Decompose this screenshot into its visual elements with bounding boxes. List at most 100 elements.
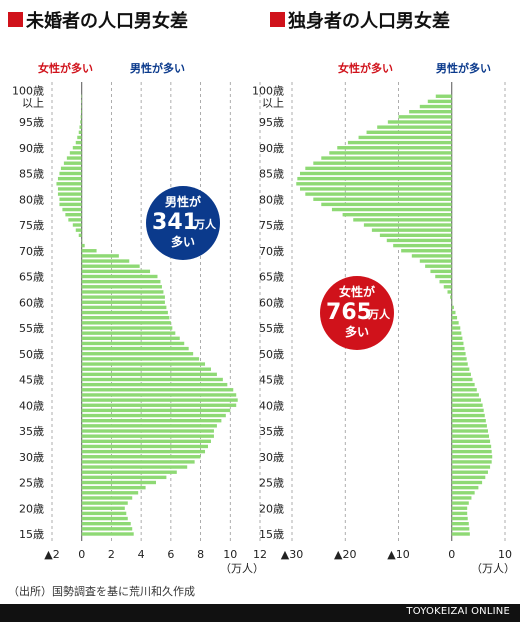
y-tick-label: 15歳 [259,528,284,541]
bar [451,506,468,510]
bar [78,233,82,237]
bar [81,285,162,289]
bar [81,501,128,505]
y-tick-label: 100歳 [252,84,284,97]
bar [451,336,463,340]
bar [451,341,464,346]
bar [451,475,486,480]
bar [62,207,82,212]
bar [451,532,470,536]
bar [81,398,238,402]
bar [81,367,211,371]
bar [81,290,164,294]
y-tick-label: 100歳 [12,84,44,97]
y-tick-label: 55歳 [259,322,284,335]
bar [81,480,156,485]
bar [297,176,452,181]
bar [451,480,483,485]
unit-label: （万人） [220,562,264,575]
bar [411,254,452,258]
y-tick-label: 15歳 [19,528,44,541]
callout-unit: 万人 [193,217,217,231]
bar [358,135,452,140]
bar [427,99,452,104]
bar [451,516,468,521]
y-tick-label: 75歳 [19,219,44,232]
unit-label: （万人） [471,562,515,575]
y-tick-label: 45歳 [259,374,284,387]
bar [366,130,452,134]
footer-brand: TOYOKEIZAI ONLINE [406,606,510,617]
y-tick-label: 90歳 [259,142,284,155]
y-tick-label: 65歳 [259,271,284,284]
bar [451,434,490,438]
bar [398,115,452,119]
source-note: （出所）国勢調査を基に荒川和久作成 [8,585,195,598]
bar [386,238,452,243]
bar [451,331,462,335]
bar [393,243,452,248]
bar [72,146,82,150]
bar [81,300,165,304]
bar [81,491,139,495]
bar [451,393,479,397]
bar [299,171,452,176]
bar [425,264,452,268]
y-tick-label: 90歳 [19,142,44,155]
bar [81,377,223,382]
bar [81,316,170,320]
bar [313,197,452,201]
x-tick-label: 4 [138,548,145,561]
x-tick-label: ▲10 [387,548,409,561]
bar [81,506,125,510]
bar [57,176,82,181]
bar [81,434,214,438]
bar [419,104,452,109]
bar [66,156,82,160]
bar [419,259,452,263]
bar [451,460,492,464]
bar [81,382,228,387]
bar [57,192,82,196]
bar [57,187,82,191]
bar [77,135,82,140]
bar [451,419,486,423]
bar [81,465,188,469]
callout-text: 多い [345,324,369,339]
bar [401,249,452,253]
bar [81,424,217,428]
y-tick-label: 85歳 [259,168,284,181]
bar [81,243,85,248]
bar [451,429,488,433]
y-tick-label: 85歳 [19,168,44,181]
y-tick-label: 80歳 [19,193,44,206]
x-tick-label: 8 [197,548,204,561]
bar [451,367,470,371]
callout-text: 多い [171,234,195,249]
bar [81,254,119,258]
bar [321,202,452,207]
bar [439,279,452,284]
x-tick-label: ▲20 [334,548,356,561]
y-tick-label: 25歳 [259,477,284,490]
bar [81,372,217,377]
bar [296,182,452,186]
bar [451,496,472,500]
bar [451,382,475,387]
y-tick-label: 25歳 [19,477,44,490]
y-tick-label: 35歳 [259,425,284,438]
bar [81,449,206,454]
bar [81,475,167,480]
title-square-icon [8,12,23,27]
bar [321,156,452,160]
bar [451,377,473,382]
bar [451,357,467,361]
callout-unit: 万人 [367,307,391,321]
y-tick-label: 55歳 [19,322,44,335]
bar [80,110,82,114]
bar [81,331,176,335]
bar [451,326,461,330]
bar [81,310,168,315]
